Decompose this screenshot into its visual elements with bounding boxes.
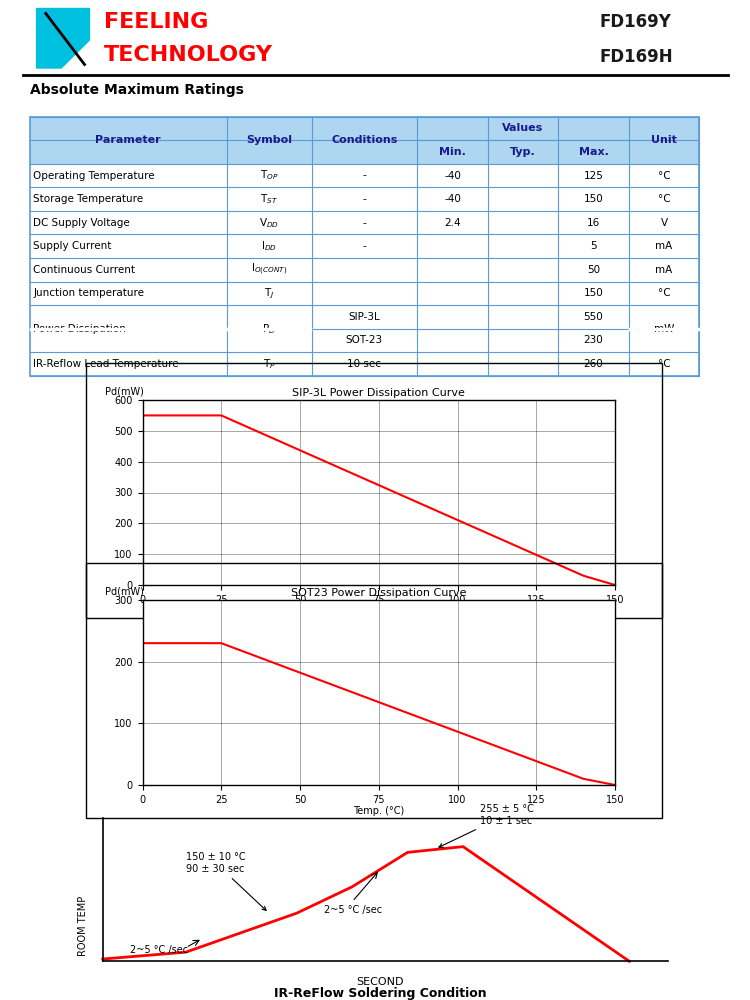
Text: IR-Reflow Lead Temperature: IR-Reflow Lead Temperature <box>33 359 178 369</box>
Text: °C: °C <box>658 359 670 369</box>
Text: Parameter: Parameter <box>95 135 161 145</box>
Text: 2.4: 2.4 <box>444 218 460 228</box>
FancyBboxPatch shape <box>417 117 488 164</box>
Polygon shape <box>37 8 89 68</box>
FancyBboxPatch shape <box>227 117 311 164</box>
Text: 125: 125 <box>584 171 604 181</box>
Text: DC Supply Voltage: DC Supply Voltage <box>33 218 130 228</box>
Text: Storage Temperature: Storage Temperature <box>33 194 143 204</box>
Text: 260: 260 <box>584 359 604 369</box>
Text: Symbol: Symbol <box>246 135 292 145</box>
Text: Min.: Min. <box>439 147 466 157</box>
Text: 5: 5 <box>590 241 597 251</box>
Text: TECHNOLOGY: TECHNOLOGY <box>104 45 272 65</box>
Text: FD169H: FD169H <box>599 48 673 66</box>
Text: T$_{OP}$: T$_{OP}$ <box>260 169 278 182</box>
Text: 150 ± 10 °C
90 ± 30 sec: 150 ± 10 °C 90 ± 30 sec <box>186 852 266 910</box>
Text: 16: 16 <box>587 218 600 228</box>
Text: 150: 150 <box>584 194 604 204</box>
FancyBboxPatch shape <box>29 117 227 164</box>
Text: T$_{ST}$: T$_{ST}$ <box>260 192 278 206</box>
Text: Power Dissipation: Power Dissipation <box>33 324 126 334</box>
Text: 2~5 °C /sec: 2~5 °C /sec <box>325 905 382 915</box>
Text: mW: mW <box>654 324 674 334</box>
Text: 10 sec: 10 sec <box>347 359 382 369</box>
Text: mA: mA <box>656 241 673 251</box>
Text: Pd(mW): Pd(mW) <box>105 586 143 596</box>
Title: SIP-3L Power Dissipation Curve: SIP-3L Power Dissipation Curve <box>292 388 465 398</box>
Text: -40: -40 <box>444 171 461 181</box>
FancyBboxPatch shape <box>628 117 699 164</box>
Text: V$_{DD}$: V$_{DD}$ <box>260 216 279 230</box>
Text: 255 ± 5 °C
10 ± 1 sec: 255 ± 5 °C 10 ± 1 sec <box>439 804 533 847</box>
Text: SIP-3L: SIP-3L <box>349 312 380 322</box>
Text: Operating Temperature: Operating Temperature <box>33 171 154 181</box>
Text: ROOM TEMP: ROOM TEMP <box>78 895 88 956</box>
Text: V: V <box>661 218 668 228</box>
Text: Pd(mW): Pd(mW) <box>105 386 143 396</box>
Text: SECOND: SECOND <box>356 977 404 987</box>
Text: Conditions: Conditions <box>332 135 398 145</box>
Text: FEELING: FEELING <box>104 12 208 32</box>
Text: 550: 550 <box>584 312 604 322</box>
Text: T$_{J}$: T$_{J}$ <box>264 286 274 301</box>
FancyBboxPatch shape <box>488 117 558 164</box>
Text: -: - <box>362 218 366 228</box>
Text: °C: °C <box>658 288 670 298</box>
Text: Continuous Current: Continuous Current <box>33 265 135 275</box>
X-axis label: Temp. (°C): Temp. (°C) <box>353 806 404 816</box>
Text: T$_{P}$: T$_{P}$ <box>262 357 276 371</box>
X-axis label: Temp. (°C): Temp. (°C) <box>353 606 404 616</box>
Text: mA: mA <box>656 265 673 275</box>
Text: IR-ReFlow Soldering Condition: IR-ReFlow Soldering Condition <box>274 987 486 1000</box>
Text: -: - <box>362 194 366 204</box>
Text: Values: Values <box>503 123 544 133</box>
Text: P$_{D}$: P$_{D}$ <box>262 322 276 336</box>
Text: FD169Y: FD169Y <box>600 13 672 31</box>
Title: SOT23 Power Dissipation Curve: SOT23 Power Dissipation Curve <box>291 588 466 598</box>
Text: 2~5 °C /sec: 2~5 °C /sec <box>130 945 188 955</box>
Text: -: - <box>362 241 366 251</box>
Text: -: - <box>362 171 366 181</box>
FancyBboxPatch shape <box>311 117 417 164</box>
Text: Absolute Maximum Ratings: Absolute Maximum Ratings <box>29 83 244 97</box>
Text: °C: °C <box>658 194 670 204</box>
Text: Max.: Max. <box>578 147 608 157</box>
Text: I$_{DD}$: I$_{DD}$ <box>261 239 278 253</box>
Text: -40: -40 <box>444 194 461 204</box>
Text: I$_{O(CONT)}$: I$_{O(CONT)}$ <box>251 262 287 277</box>
Text: Junction temperature: Junction temperature <box>33 288 144 298</box>
Text: SOT-23: SOT-23 <box>346 335 383 345</box>
Text: °C: °C <box>658 171 670 181</box>
Text: Unit: Unit <box>651 135 677 145</box>
Text: 50: 50 <box>587 265 600 275</box>
Text: Typ.: Typ. <box>510 147 536 157</box>
Text: 230: 230 <box>584 335 604 345</box>
Text: Supply Current: Supply Current <box>33 241 112 251</box>
FancyBboxPatch shape <box>558 117 628 164</box>
Text: 150: 150 <box>584 288 604 298</box>
